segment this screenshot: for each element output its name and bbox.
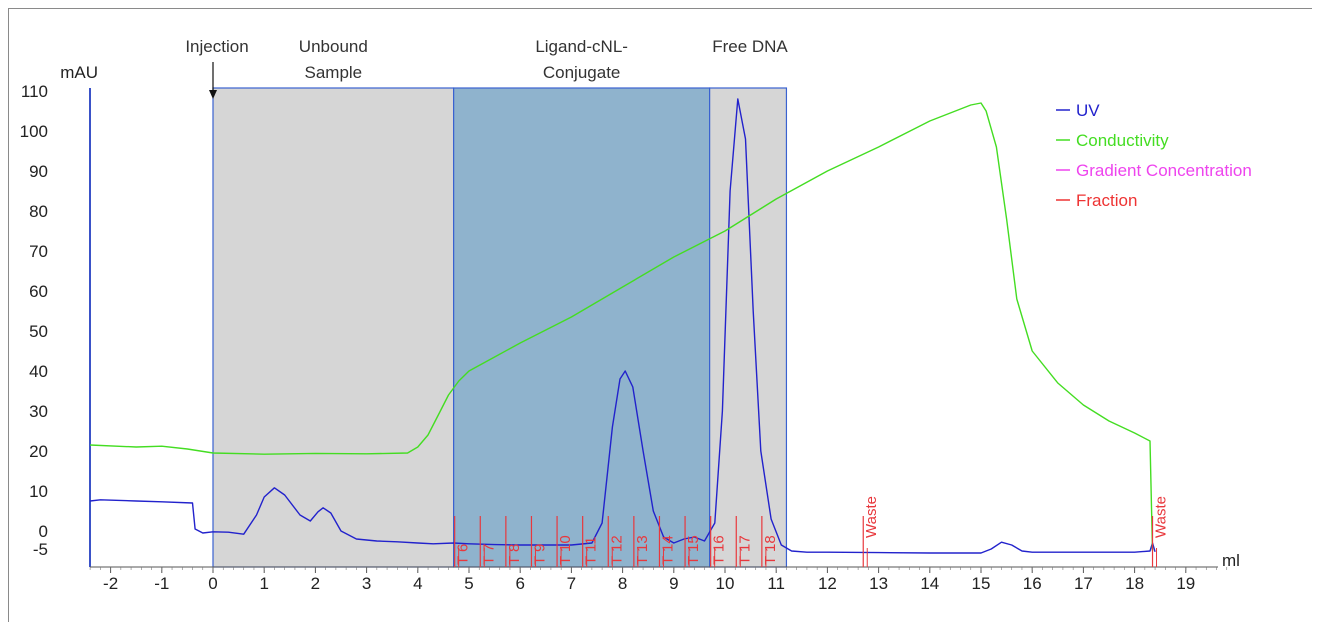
y-tick-110: 110 [21,82,48,101]
x-tick-11: 11 [767,574,785,593]
legend-layer: UV Conductivity Gradient Concentration Frac… [1056,101,1252,210]
x-tick-6: 6 [515,574,524,593]
x-tick--2: -2 [103,574,118,593]
chart-frame [8,8,1312,622]
fraction-label-9: T 15 [685,535,702,565]
x-tick-7: 7 [567,574,576,593]
region-label-1-0: Ligand-cNL- [535,37,628,56]
x-tick-12: 12 [818,574,837,593]
fraction-label-12: T 18 [762,535,779,565]
fraction-label-14: Waste [1153,496,1170,538]
x-tick-9: 9 [669,574,678,593]
y-axis-label: mAU [60,63,98,82]
region-label-1-1: Conjugate [543,63,621,82]
legend-label-1: Conductivity [1076,131,1169,150]
y-tick-70: 70 [29,242,48,261]
fraction-label-4: T 10 [557,535,574,565]
x-tick-10: 10 [716,574,735,593]
fraction-label-0: T 6 [455,544,472,565]
x-tick-16: 16 [1023,574,1042,593]
y-tick-0: 0 [39,522,48,541]
fractions-layer: T 6 T 7 T 8 T 9 T 10 T 11 T 12 T 13 T 14 T 15 T 16… [454,496,1170,567]
region-label-0-0: Unbound [299,37,368,56]
y-tick-90: 90 [29,162,48,181]
fraction-label-6: T 12 [608,535,625,565]
x-tick-17: 17 [1074,574,1093,593]
x-tick-0: 0 [208,574,217,593]
fraction-label-13: Waste [863,496,880,538]
y-tick--5: -5 [33,540,48,559]
region-0 [212,87,455,568]
y-tick-80: 80 [29,202,48,221]
regions-layer [212,87,788,568]
region-label-0-1: Sample [304,63,362,82]
y-tick-50: 50 [29,322,48,341]
region-label-2-0: Free DNA [712,37,788,56]
x-tick-15: 15 [972,574,991,593]
legend-label-2: Gradient Concentration [1076,161,1252,180]
x-tick-14: 14 [920,574,939,593]
x-tick-1: 1 [259,574,268,593]
fraction-label-2: T 8 [506,544,523,565]
labels-layer: Unbound Sample Ligand-cNL- Conjugate Free DN… [185,37,788,99]
fraction-label-5: T 11 [583,536,600,565]
y-tick-100: 100 [20,122,48,141]
x-tick-2: 2 [311,574,320,593]
series-line-uv [90,98,1156,554]
y-tick-60: 60 [29,282,48,301]
injection-label: Injection [185,37,248,56]
series-layer [90,98,1156,554]
x-tick-4: 4 [413,574,422,593]
y-tick-30: 30 [29,402,48,421]
x-tick-8: 8 [618,574,627,593]
series-line-conductivity [90,102,1154,552]
legend-label-3: Fraction [1076,191,1137,210]
injection-arrow-head [209,90,217,99]
region-2 [709,87,788,568]
x-axis-label: ml [1222,551,1240,570]
legend-label-0: UV [1076,101,1100,120]
x-tick-3: 3 [362,574,371,593]
x-tick-18: 18 [1125,574,1144,593]
x-tick-13: 13 [869,574,888,593]
fraction-label-11: T 17 [736,535,753,565]
fraction-label-1: T 7 [480,544,497,565]
fraction-label-7: T 13 [634,535,651,565]
fraction-label-8: T 14 [659,535,676,565]
x-tick-5: 5 [464,574,473,593]
fraction-label-10: T 16 [711,535,728,565]
region-1 [453,87,711,568]
x-tick-19: 19 [1176,574,1195,593]
y-tick-20: 20 [29,442,48,461]
x-tick--1: -1 [154,574,169,593]
fraction-label-3: T 9 [531,544,548,565]
y-tick-40: 40 [29,362,48,381]
y-tick-10: 10 [29,482,48,501]
